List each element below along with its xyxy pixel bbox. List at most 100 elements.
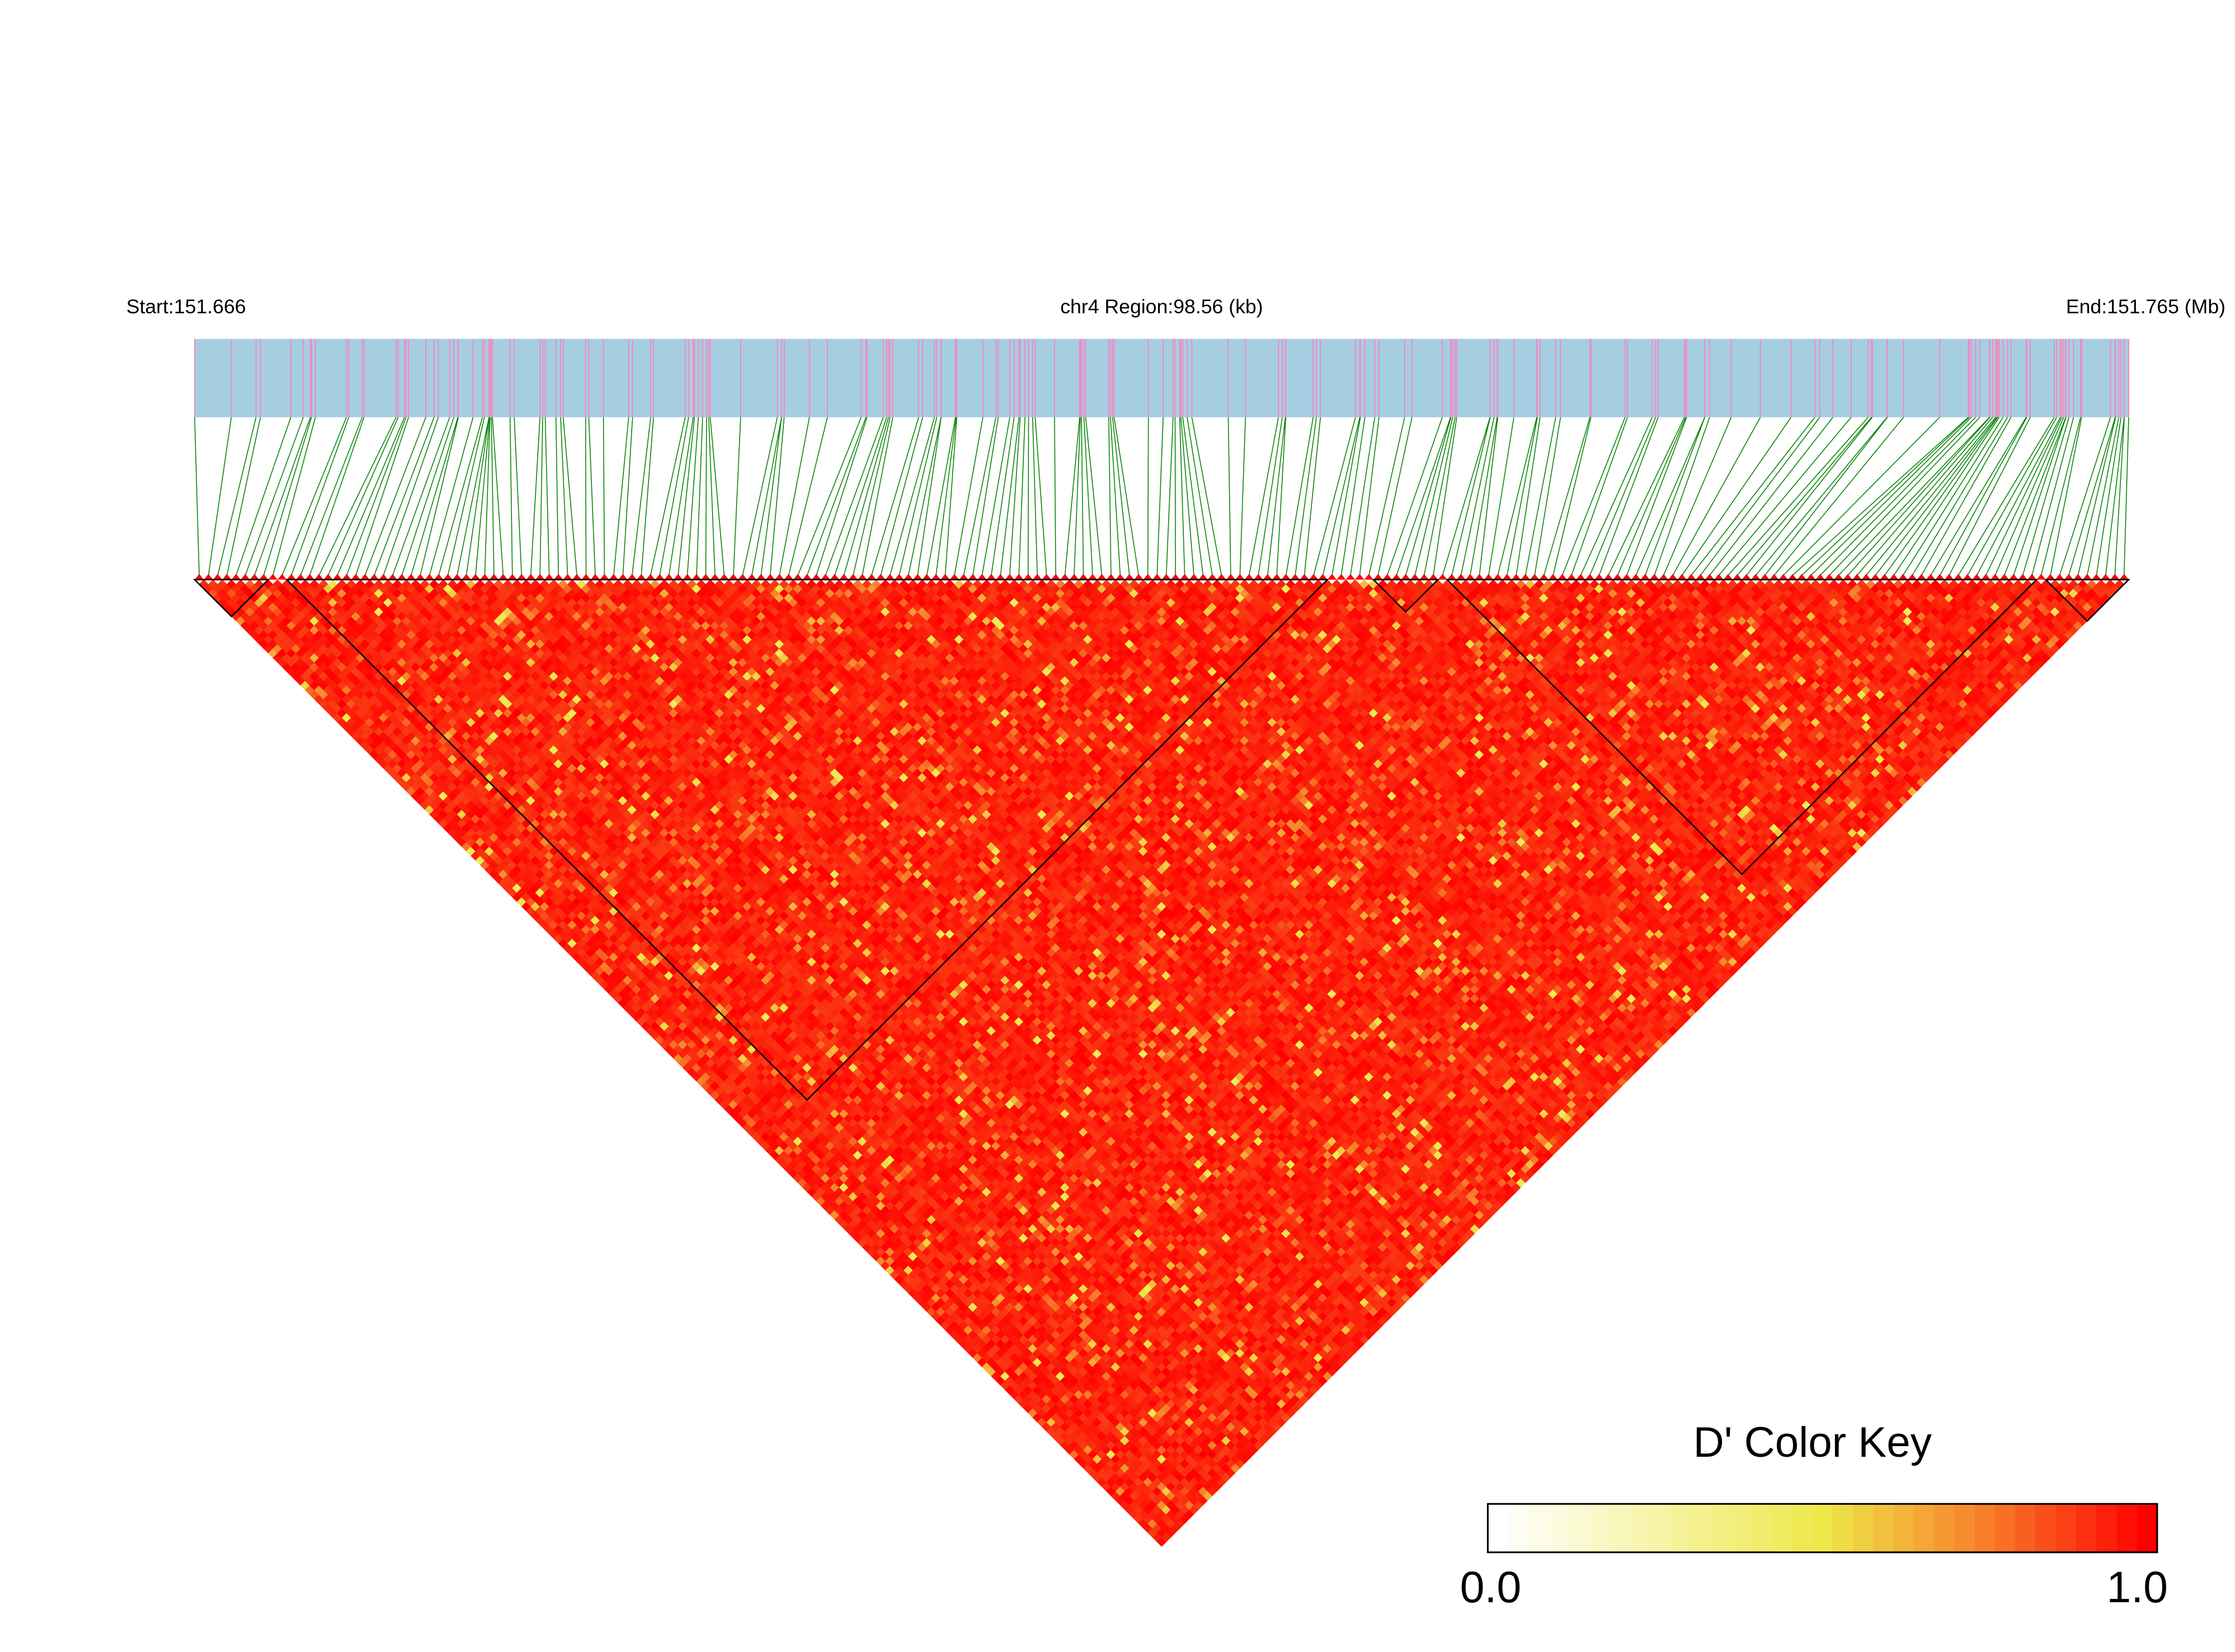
snp-connector — [1792, 417, 1968, 576]
snp-tick — [1760, 574, 1769, 580]
snp-tick — [388, 574, 397, 580]
snp-tick — [1871, 574, 1880, 580]
snp-tick — [2018, 574, 2027, 580]
snp-tick — [1917, 574, 1926, 580]
snp-tick — [2110, 574, 2119, 580]
snp-connector — [844, 417, 888, 576]
snp-tick — [1383, 574, 1392, 580]
snp-tick — [719, 574, 728, 580]
snp-connector — [510, 417, 512, 576]
snp-connector — [1654, 417, 1710, 576]
snp-connector — [1489, 417, 1514, 576]
snp-tick — [1585, 574, 1594, 580]
snp-tick — [1328, 574, 1337, 580]
snp-tick — [1788, 574, 1797, 580]
snp-connector — [1019, 417, 1025, 576]
snp-tick — [1263, 574, 1272, 580]
snp-connector — [1700, 417, 1819, 576]
end-label: End:151.765 (Mb) — [2066, 295, 2225, 318]
snp-tick — [563, 574, 572, 580]
snp-tick — [839, 574, 848, 580]
snp-tick — [269, 574, 277, 580]
snp-tick — [407, 574, 416, 580]
snp-tick — [498, 574, 507, 580]
snp-tick — [370, 574, 379, 580]
snp-tick — [628, 574, 637, 580]
snp-tick — [2064, 574, 2073, 580]
snp-tick — [1668, 574, 1677, 580]
snp-tick — [886, 574, 895, 580]
snp-tick — [1945, 574, 1954, 580]
snp-tick — [480, 574, 489, 580]
snp-tick — [471, 574, 480, 580]
snp-connector — [1180, 417, 1185, 576]
snp-tick — [867, 574, 876, 580]
snp-tick — [1318, 574, 1327, 580]
snp-connector — [1166, 417, 1173, 576]
snp-tick — [1152, 574, 1161, 580]
snp-tick — [1419, 574, 1428, 580]
snp-connector — [1249, 417, 1278, 576]
snp-tick — [2073, 574, 2082, 580]
snp-tick — [1558, 574, 1566, 580]
snp-tick — [508, 574, 517, 580]
snp-connector — [1369, 417, 1405, 576]
snp-tick — [1401, 574, 1410, 580]
snp-tick — [1640, 574, 1649, 580]
region-label: chr4 Region:98.56 (kb) — [1060, 295, 1263, 318]
snp-connector — [356, 417, 408, 576]
snp-connector — [1774, 417, 1903, 576]
snp-tick — [1687, 574, 1696, 580]
snp-connector — [1192, 417, 1221, 576]
snp-connector — [1332, 417, 1361, 576]
snp-connector — [545, 417, 549, 576]
snp-tick — [2101, 574, 2110, 580]
snp-connector — [1507, 417, 1537, 576]
snp-tick — [1346, 574, 1355, 580]
snp-connector — [697, 417, 703, 576]
snp-tick — [858, 574, 867, 580]
snp-tick — [618, 574, 627, 580]
snp-connector — [862, 417, 892, 576]
snp-tick — [1539, 574, 1548, 580]
snp-connector — [589, 417, 595, 576]
snp-tick — [342, 574, 351, 580]
snp-connector — [826, 417, 883, 576]
snp-connector — [227, 417, 261, 576]
snp-tick — [490, 574, 498, 580]
snp-connector — [2078, 417, 2115, 576]
snp-tick — [232, 574, 241, 580]
snp-connector — [319, 417, 396, 576]
snp-connector — [457, 417, 489, 576]
snp-tick — [996, 574, 1005, 580]
snp-connector — [1181, 417, 1194, 576]
snp-tick — [453, 574, 462, 580]
snp-connector — [688, 417, 699, 576]
snp-tick — [1751, 574, 1760, 580]
snp-connector — [623, 417, 632, 576]
snp-tick — [1659, 574, 1668, 580]
snp-tick — [2055, 574, 2064, 580]
snp-tick — [729, 574, 738, 580]
snp-connector — [264, 417, 311, 576]
snp-connector — [1109, 417, 1111, 576]
snp-tick — [609, 574, 618, 580]
snp-connector — [632, 417, 651, 576]
snp-tick — [333, 574, 342, 580]
snp-connector — [1719, 417, 1851, 576]
snp-tick — [1567, 574, 1576, 580]
snp-tick — [323, 574, 332, 580]
snp-tick — [517, 574, 526, 580]
snp-connector — [709, 417, 715, 576]
snp-tick — [664, 574, 673, 580]
snp-tick — [305, 574, 314, 580]
snp-tick — [959, 574, 968, 580]
snp-connector — [678, 417, 694, 576]
snp-connector — [420, 417, 458, 576]
snp-tick — [766, 574, 775, 580]
snp-tick — [683, 574, 691, 580]
snp-connector — [218, 417, 256, 576]
snp-tick — [1475, 574, 1484, 580]
snp-connector — [641, 417, 653, 576]
snp-connector — [711, 417, 724, 576]
